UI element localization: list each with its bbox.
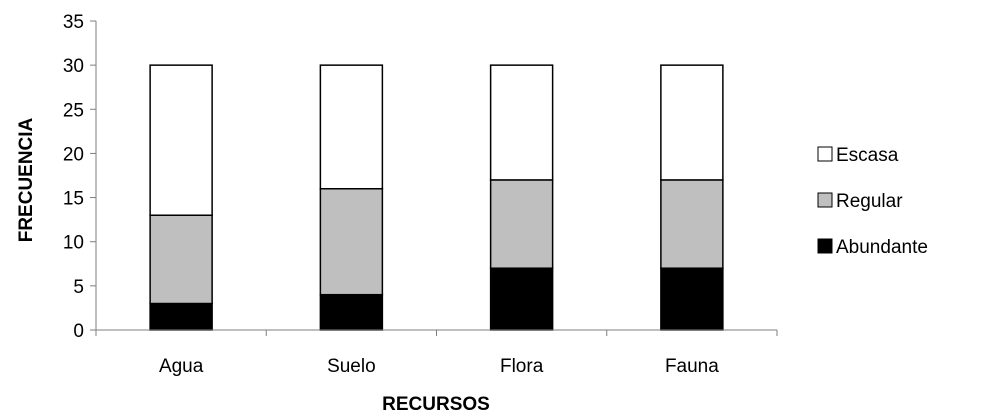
axes-group (90, 20, 778, 336)
bar-regular-flora (489, 179, 554, 269)
bar-abundante-suelo (319, 293, 384, 331)
bar-regular-suelo (319, 187, 384, 296)
labels-group: 0 5 10 15 20 25 30 35 Agua Suelo Flora Fauna (63, 12, 719, 377)
bar-escasa-suelo (319, 64, 384, 190)
bar-escasa-agua (149, 64, 213, 216)
legend-label-abundante: Abundante (836, 237, 928, 258)
x-tick-label: Agua (159, 356, 204, 377)
legend-swatch-escasa (817, 146, 833, 162)
x-tick-label: Fauna (665, 356, 719, 377)
bar-regular-fauna (660, 179, 724, 269)
y-tick-label: 30 (63, 56, 84, 77)
legend-swatch-regular (817, 192, 833, 208)
x-tick-label: Flora (500, 356, 544, 377)
y-tick-label: 5 (73, 277, 84, 298)
y-tick-label: 0 (73, 321, 84, 342)
y-tick-label: 35 (63, 12, 84, 33)
bar-escasa-flora (489, 64, 554, 181)
legend: Escasa Regular Abundante (817, 145, 928, 258)
y-tick-label: 20 (63, 144, 84, 165)
bar-abundante-fauna (660, 267, 724, 331)
legend-label-escasa: Escasa (836, 145, 899, 166)
bars-group (149, 64, 724, 331)
x-tick-label: Suelo (327, 356, 376, 377)
legend-label-regular: Regular (836, 191, 903, 212)
y-axis-title: FRECUENCIA (16, 117, 37, 242)
y-tick-label: 10 (63, 233, 84, 254)
bar-abundante-agua (149, 302, 213, 331)
x-axis-title: RECURSOS (382, 394, 490, 412)
bar-regular-agua (149, 214, 213, 305)
bar-escasa-fauna (660, 64, 724, 181)
legend-swatch-abundante (817, 238, 833, 254)
y-tick-label: 15 (63, 189, 84, 210)
y-tick-label: 25 (63, 100, 84, 121)
bar-abundante-flora (489, 267, 554, 331)
